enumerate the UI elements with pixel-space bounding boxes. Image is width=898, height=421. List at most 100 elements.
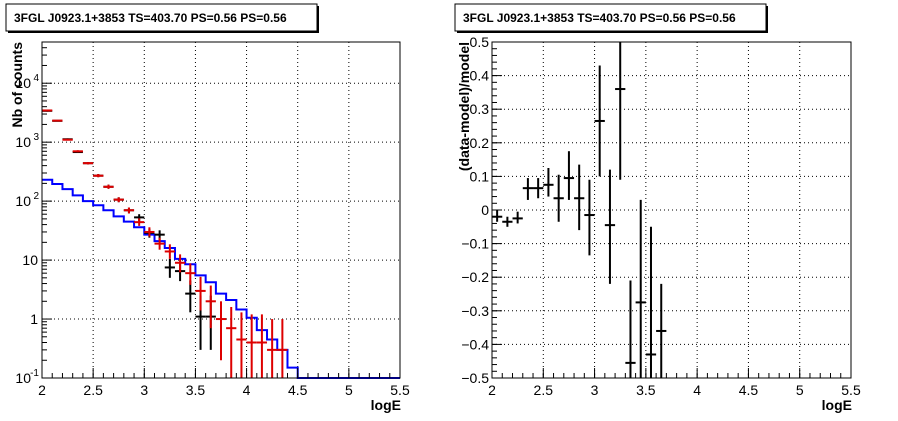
data-point <box>574 164 585 231</box>
x-tick-label: 3.5 <box>186 382 206 398</box>
x-tick-label: 4.5 <box>288 382 308 398</box>
counts-panel: 3FGL J0923.1+3853 TS=403.70 PS=0.56 PS=0… <box>5 3 410 413</box>
data-point <box>267 319 278 378</box>
data-point <box>62 138 73 141</box>
y-tick-label: 0.2 <box>470 135 490 151</box>
y-tick-label: 0 <box>481 202 489 218</box>
data-point <box>205 285 216 329</box>
counts-plot-area <box>42 109 400 379</box>
residuals-grid <box>492 42 851 378</box>
y-tick-label: 10 <box>22 252 38 268</box>
data-point <box>256 314 268 378</box>
x-tick-label: 5.5 <box>390 382 410 398</box>
residuals-title-shadow-right <box>766 6 768 33</box>
counts-x-axis-label: logE <box>371 397 401 413</box>
counts-title-box <box>5 3 318 32</box>
y-tick-label: −0.1 <box>461 236 489 252</box>
y-tick-label: 10 <box>15 370 31 386</box>
counts-x-ticks: 2 2.5 3 3.5 4 4.5 5 5.5 <box>38 368 410 398</box>
data-point <box>512 211 523 224</box>
residuals-title-box <box>454 3 767 32</box>
y-tick-label: 10 <box>15 75 31 91</box>
residuals-title-shadow-bottom <box>457 31 768 33</box>
data-point <box>594 65 605 177</box>
data-point <box>93 174 104 178</box>
residuals-x-ticks: 2 2.5 3 3.5 4 4.5 5 5.5 <box>488 368 861 398</box>
data-point <box>656 283 667 378</box>
data-point <box>553 174 564 222</box>
data-point <box>246 314 257 378</box>
data-point <box>82 162 94 165</box>
counts-title-shadow-bottom <box>8 31 319 33</box>
x-tick-label: 5 <box>345 382 353 398</box>
data-point <box>533 178 544 199</box>
data-point <box>226 307 237 378</box>
x-tick-label: 5 <box>796 382 804 398</box>
y-tick-label: 0.3 <box>470 101 490 117</box>
y-tick-exponent: -1 <box>30 368 39 379</box>
residuals-title: 3FGL J0923.1+3853 TS=403.70 PS=0.56 PS=0… <box>463 11 736 25</box>
residuals-frame <box>491 41 852 379</box>
x-tick-label: 2.5 <box>83 382 103 398</box>
x-tick-label: 5.5 <box>841 382 861 398</box>
data-point <box>185 263 196 285</box>
y-tick-label: 0.5 <box>470 34 490 50</box>
x-tick-label: 4 <box>693 382 701 398</box>
data-point <box>635 199 646 378</box>
data-point <box>72 150 83 153</box>
residuals-x-axis-label: logE <box>822 397 852 413</box>
y-tick-exponent: 3 <box>33 132 39 143</box>
y-tick-label: 10 <box>15 134 31 150</box>
data-point <box>522 178 534 200</box>
data-point <box>625 280 636 378</box>
data-point <box>604 169 616 284</box>
data-point <box>563 151 575 200</box>
data-point <box>52 119 63 122</box>
x-tick-label: 4.5 <box>739 382 759 398</box>
counts-grid <box>42 42 400 378</box>
x-tick-label: 3 <box>591 382 599 398</box>
data-point <box>502 216 513 227</box>
residuals-panel: 3FGL J0923.1+3853 TS=403.70 PS=0.56 PS=0… <box>454 3 861 413</box>
y-tick-label: −0.5 <box>461 370 489 386</box>
x-tick-label: 2 <box>38 382 46 398</box>
y-tick-label: 10 <box>15 193 31 209</box>
x-tick-label: 3 <box>140 382 148 398</box>
data-point <box>164 244 175 259</box>
data-point <box>645 226 657 378</box>
counts-title-shadow-right <box>317 6 319 33</box>
data-point <box>195 276 206 311</box>
counts-y-axis-label: Nb of counts <box>9 42 25 128</box>
y-tick-label: −0.3 <box>461 303 489 319</box>
data-point <box>134 218 145 226</box>
data-point <box>185 280 196 313</box>
x-tick-label: 3.5 <box>636 382 656 398</box>
data-point <box>113 197 124 203</box>
counts-title: 3FGL J0923.1+3853 TS=403.70 PS=0.56 PS=0… <box>14 11 287 25</box>
residuals-y-ticks: −0.5 −0.4 −0.3 −0.2 −0.1 0 0.1 0.2 0.3 0.4 0.5 <box>461 34 502 386</box>
data-point <box>174 254 186 273</box>
data-point <box>42 109 53 112</box>
data-point <box>164 258 175 278</box>
y-tick-label: 0.4 <box>470 68 490 84</box>
x-tick-label: 4 <box>243 382 251 398</box>
data-point <box>277 319 288 378</box>
x-tick-label: 2 <box>488 382 496 398</box>
data-point <box>584 179 595 256</box>
x-tick-label: 2.5 <box>534 382 554 398</box>
y-tick-exponent: 4 <box>33 73 39 84</box>
y-tick-exponent: 2 <box>33 191 39 202</box>
data-point <box>144 227 155 237</box>
y-tick-label: 1 <box>30 311 38 327</box>
data-point <box>103 184 114 189</box>
residuals-y-axis-label: (data-model)/model <box>456 42 472 171</box>
data-point <box>215 301 227 361</box>
y-tick-label: −0.2 <box>461 269 489 285</box>
y-tick-label: −0.4 <box>461 336 489 352</box>
data-point <box>236 312 247 378</box>
residuals-plot-area <box>492 42 667 378</box>
data-point <box>615 42 626 180</box>
data-point <box>492 210 503 222</box>
